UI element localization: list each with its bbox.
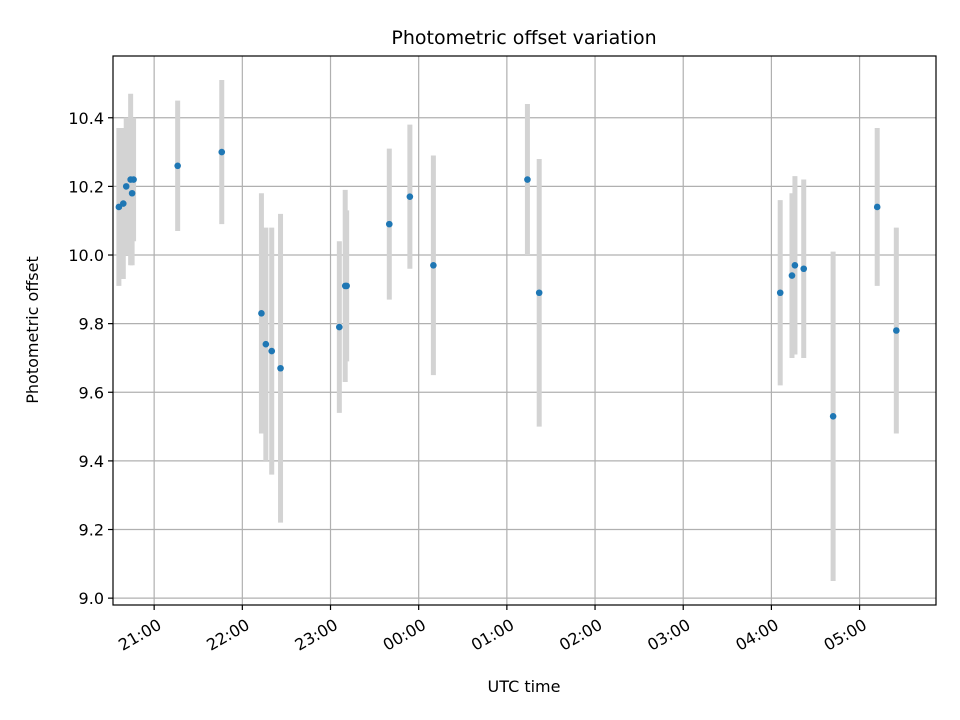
data-point	[385, 220, 393, 228]
data-point	[119, 200, 127, 207]
y-tick-label: 10.2	[68, 177, 104, 196]
data-point	[174, 162, 181, 170]
data-point	[800, 265, 808, 273]
y-tick-label: 10.0	[68, 246, 104, 265]
data-point	[130, 176, 137, 183]
chart-title: Photometric offset variation	[391, 27, 656, 49]
data-point	[268, 347, 276, 355]
data-point	[277, 364, 284, 372]
data-point	[218, 148, 226, 156]
plot-frame	[112, 55, 937, 606]
data-point	[336, 323, 343, 331]
x-tick-label: 21:00	[115, 615, 164, 655]
y-tick-label: 9.8	[79, 315, 104, 334]
data-point	[430, 262, 437, 269]
data-point	[406, 193, 414, 200]
y-axis-label: Photometric offset	[23, 256, 42, 404]
error-bars	[116, 80, 899, 581]
data-point	[788, 272, 796, 279]
data-point	[829, 412, 837, 420]
y-tick-label: 9.2	[79, 521, 104, 540]
data-point	[893, 327, 900, 334]
data-point	[776, 289, 784, 297]
grid	[113, 56, 936, 605]
x-tick-label: 03:00	[644, 615, 693, 655]
y-tick-label: 9.0	[79, 589, 104, 608]
x-tick-label: 04:00	[732, 615, 781, 655]
y-tick-label: 9.6	[79, 383, 104, 402]
data-point	[524, 176, 531, 183]
x-tick-label: 01:00	[468, 615, 517, 655]
data-point	[873, 203, 881, 211]
x-tick-label: 23:00	[291, 615, 340, 655]
data-point	[791, 262, 799, 269]
y-tick-label: 9.4	[79, 452, 104, 471]
x-tick-label: 05:00	[821, 615, 870, 655]
x-axis-label: UTC time	[488, 677, 561, 696]
x-tick-label: 02:00	[556, 615, 605, 655]
data-point	[128, 189, 136, 197]
x-tick-label: 22:00	[203, 615, 252, 655]
data-point	[535, 289, 543, 297]
data-point	[122, 183, 130, 190]
data-points	[115, 148, 900, 420]
x-axis-ticks: 21:00 22:00 23:00 00:00 01:00 02:00 03:00 04:00…	[115, 605, 870, 655]
x-tick-label: 00:00	[380, 615, 429, 655]
data-point	[262, 340, 270, 348]
data-point	[343, 282, 350, 290]
data-point	[258, 310, 265, 317]
y-tick-label: 10.4	[68, 109, 104, 128]
y-axis-ticks: 9.0 9.2 9.4 9.6 9.8 10.0 10.2 10.4	[68, 109, 113, 608]
